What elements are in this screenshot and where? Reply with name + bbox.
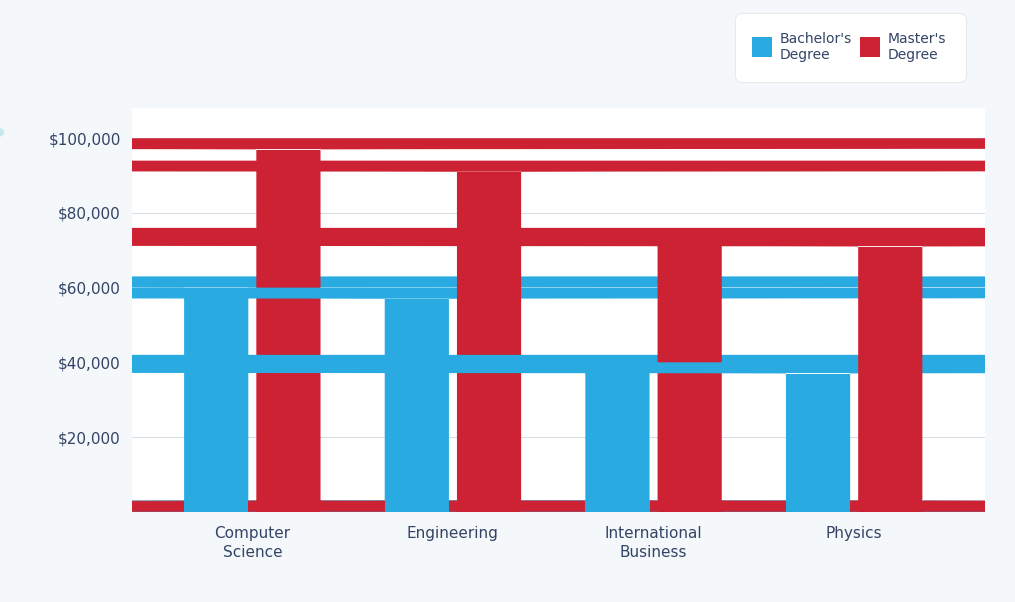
FancyBboxPatch shape (0, 288, 1015, 512)
FancyBboxPatch shape (0, 138, 1015, 512)
Bar (658, 500, 722, 512)
Bar (457, 500, 521, 512)
FancyBboxPatch shape (0, 235, 1015, 512)
Bar (858, 500, 923, 512)
FancyBboxPatch shape (0, 228, 1015, 512)
Bar (184, 500, 249, 512)
Bar (257, 500, 321, 512)
Bar (385, 500, 449, 512)
FancyBboxPatch shape (0, 276, 1015, 512)
FancyBboxPatch shape (0, 161, 1015, 512)
FancyBboxPatch shape (0, 355, 1015, 512)
Bar (586, 500, 650, 512)
Legend: Bachelor's
Degree, Master's
Degree: Bachelor's Degree, Master's Degree (742, 20, 959, 75)
Bar (786, 500, 851, 512)
FancyBboxPatch shape (0, 362, 1015, 512)
